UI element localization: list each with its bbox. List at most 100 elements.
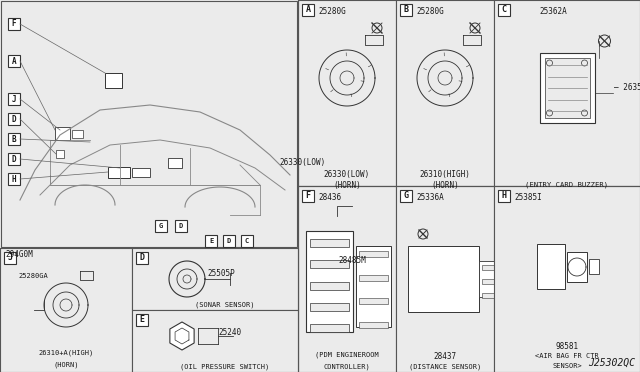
Bar (359, 298, 388, 304)
Text: E: E (209, 238, 213, 244)
Text: CONTROLLER): CONTROLLER) (324, 363, 371, 369)
Bar (310, 239, 349, 247)
Text: (DISTANCE SENSOR): (DISTANCE SENSOR) (409, 363, 481, 369)
Bar (132, 248, 298, 310)
Text: J25302QC: J25302QC (588, 358, 635, 368)
Text: 25336A: 25336A (416, 193, 444, 202)
Bar (8, 153, 20, 165)
Bar (175, 220, 187, 232)
Text: 26330(LOW): 26330(LOW) (280, 158, 326, 167)
Text: B: B (403, 6, 408, 15)
Text: 25505P: 25505P (207, 269, 235, 278)
Bar (310, 282, 349, 289)
Text: SENSOR>: SENSOR> (552, 363, 582, 369)
Text: C: C (245, 238, 249, 244)
Text: E: E (140, 315, 145, 324)
Bar (494, 186, 640, 372)
Bar (8, 18, 20, 30)
Text: — 26350W: — 26350W (614, 83, 640, 93)
Bar (306, 231, 353, 332)
Polygon shape (170, 322, 194, 350)
Text: D: D (12, 154, 16, 164)
Bar (356, 246, 391, 327)
Bar (482, 279, 496, 284)
Text: 294G0M: 294G0M (5, 250, 33, 259)
Bar (479, 261, 499, 297)
Text: (PDM ENGINEROOM: (PDM ENGINEROOM (315, 352, 379, 359)
Text: F: F (12, 19, 16, 29)
Bar (494, 0, 640, 186)
Text: 25280G: 25280G (416, 7, 444, 16)
Bar (105, 73, 122, 88)
Text: D: D (179, 223, 183, 229)
Text: A: A (12, 57, 16, 65)
Text: G: G (403, 192, 408, 201)
Bar (310, 260, 349, 268)
Text: 26330(LOW): 26330(LOW) (324, 170, 370, 179)
Bar (155, 220, 167, 232)
Bar (8, 133, 20, 145)
Text: J: J (8, 253, 13, 263)
Bar (4, 252, 16, 264)
Text: H: H (12, 174, 16, 183)
Bar (108, 167, 130, 178)
Bar (298, 186, 396, 372)
Bar (8, 173, 20, 185)
Bar (408, 246, 479, 312)
Text: F: F (305, 192, 310, 201)
Bar (168, 158, 182, 168)
Bar (310, 303, 349, 311)
Text: 26310(HIGH): 26310(HIGH) (420, 170, 470, 179)
Bar (302, 4, 314, 16)
Text: C: C (502, 6, 506, 15)
Bar (359, 322, 388, 328)
Text: 28437: 28437 (433, 352, 456, 361)
Text: <AIR BAG FR CTR: <AIR BAG FR CTR (535, 353, 599, 359)
Text: (HORN): (HORN) (431, 181, 459, 190)
Text: 25280G: 25280G (318, 7, 346, 16)
Bar (359, 275, 388, 280)
Text: (OIL PRESSURE SWITCH): (OIL PRESSURE SWITCH) (180, 363, 269, 369)
Bar (589, 259, 599, 274)
Text: J: J (12, 94, 16, 103)
Bar (205, 235, 217, 247)
Bar (136, 252, 148, 264)
Bar (132, 310, 298, 372)
Bar (396, 186, 494, 372)
Bar (8, 93, 20, 105)
Text: (HORN): (HORN) (53, 361, 79, 368)
Bar (400, 190, 412, 202)
Bar (498, 190, 510, 202)
Bar (310, 324, 349, 332)
Text: 98581: 98581 (556, 342, 579, 351)
Bar (540, 53, 595, 123)
Text: 25385I: 25385I (514, 193, 541, 202)
Text: 28436: 28436 (318, 193, 341, 202)
Bar (498, 4, 510, 16)
Bar (132, 168, 150, 177)
Text: (HORN): (HORN) (333, 181, 361, 190)
Text: G: G (159, 223, 163, 229)
Bar (72, 130, 83, 138)
Bar (359, 251, 388, 257)
Bar (0, 248, 132, 372)
Text: (ENTRY CARD BUZZER): (ENTRY CARD BUZZER) (525, 181, 609, 187)
Bar (302, 190, 314, 202)
Bar (400, 4, 412, 16)
Bar (298, 0, 396, 186)
Bar (56, 150, 64, 158)
Bar (537, 244, 565, 289)
Bar (8, 55, 20, 67)
Text: 25240: 25240 (218, 328, 241, 337)
Bar (545, 58, 589, 118)
Bar (136, 314, 148, 326)
Bar (1, 1, 297, 247)
Bar (55, 127, 70, 140)
Bar (241, 235, 253, 247)
Text: 26310+A(HIGH): 26310+A(HIGH) (38, 350, 93, 356)
Bar (482, 265, 496, 270)
Bar (567, 252, 587, 282)
Text: D: D (12, 115, 16, 124)
Text: 28485M: 28485M (338, 256, 365, 265)
Text: 25280GA: 25280GA (18, 273, 48, 279)
